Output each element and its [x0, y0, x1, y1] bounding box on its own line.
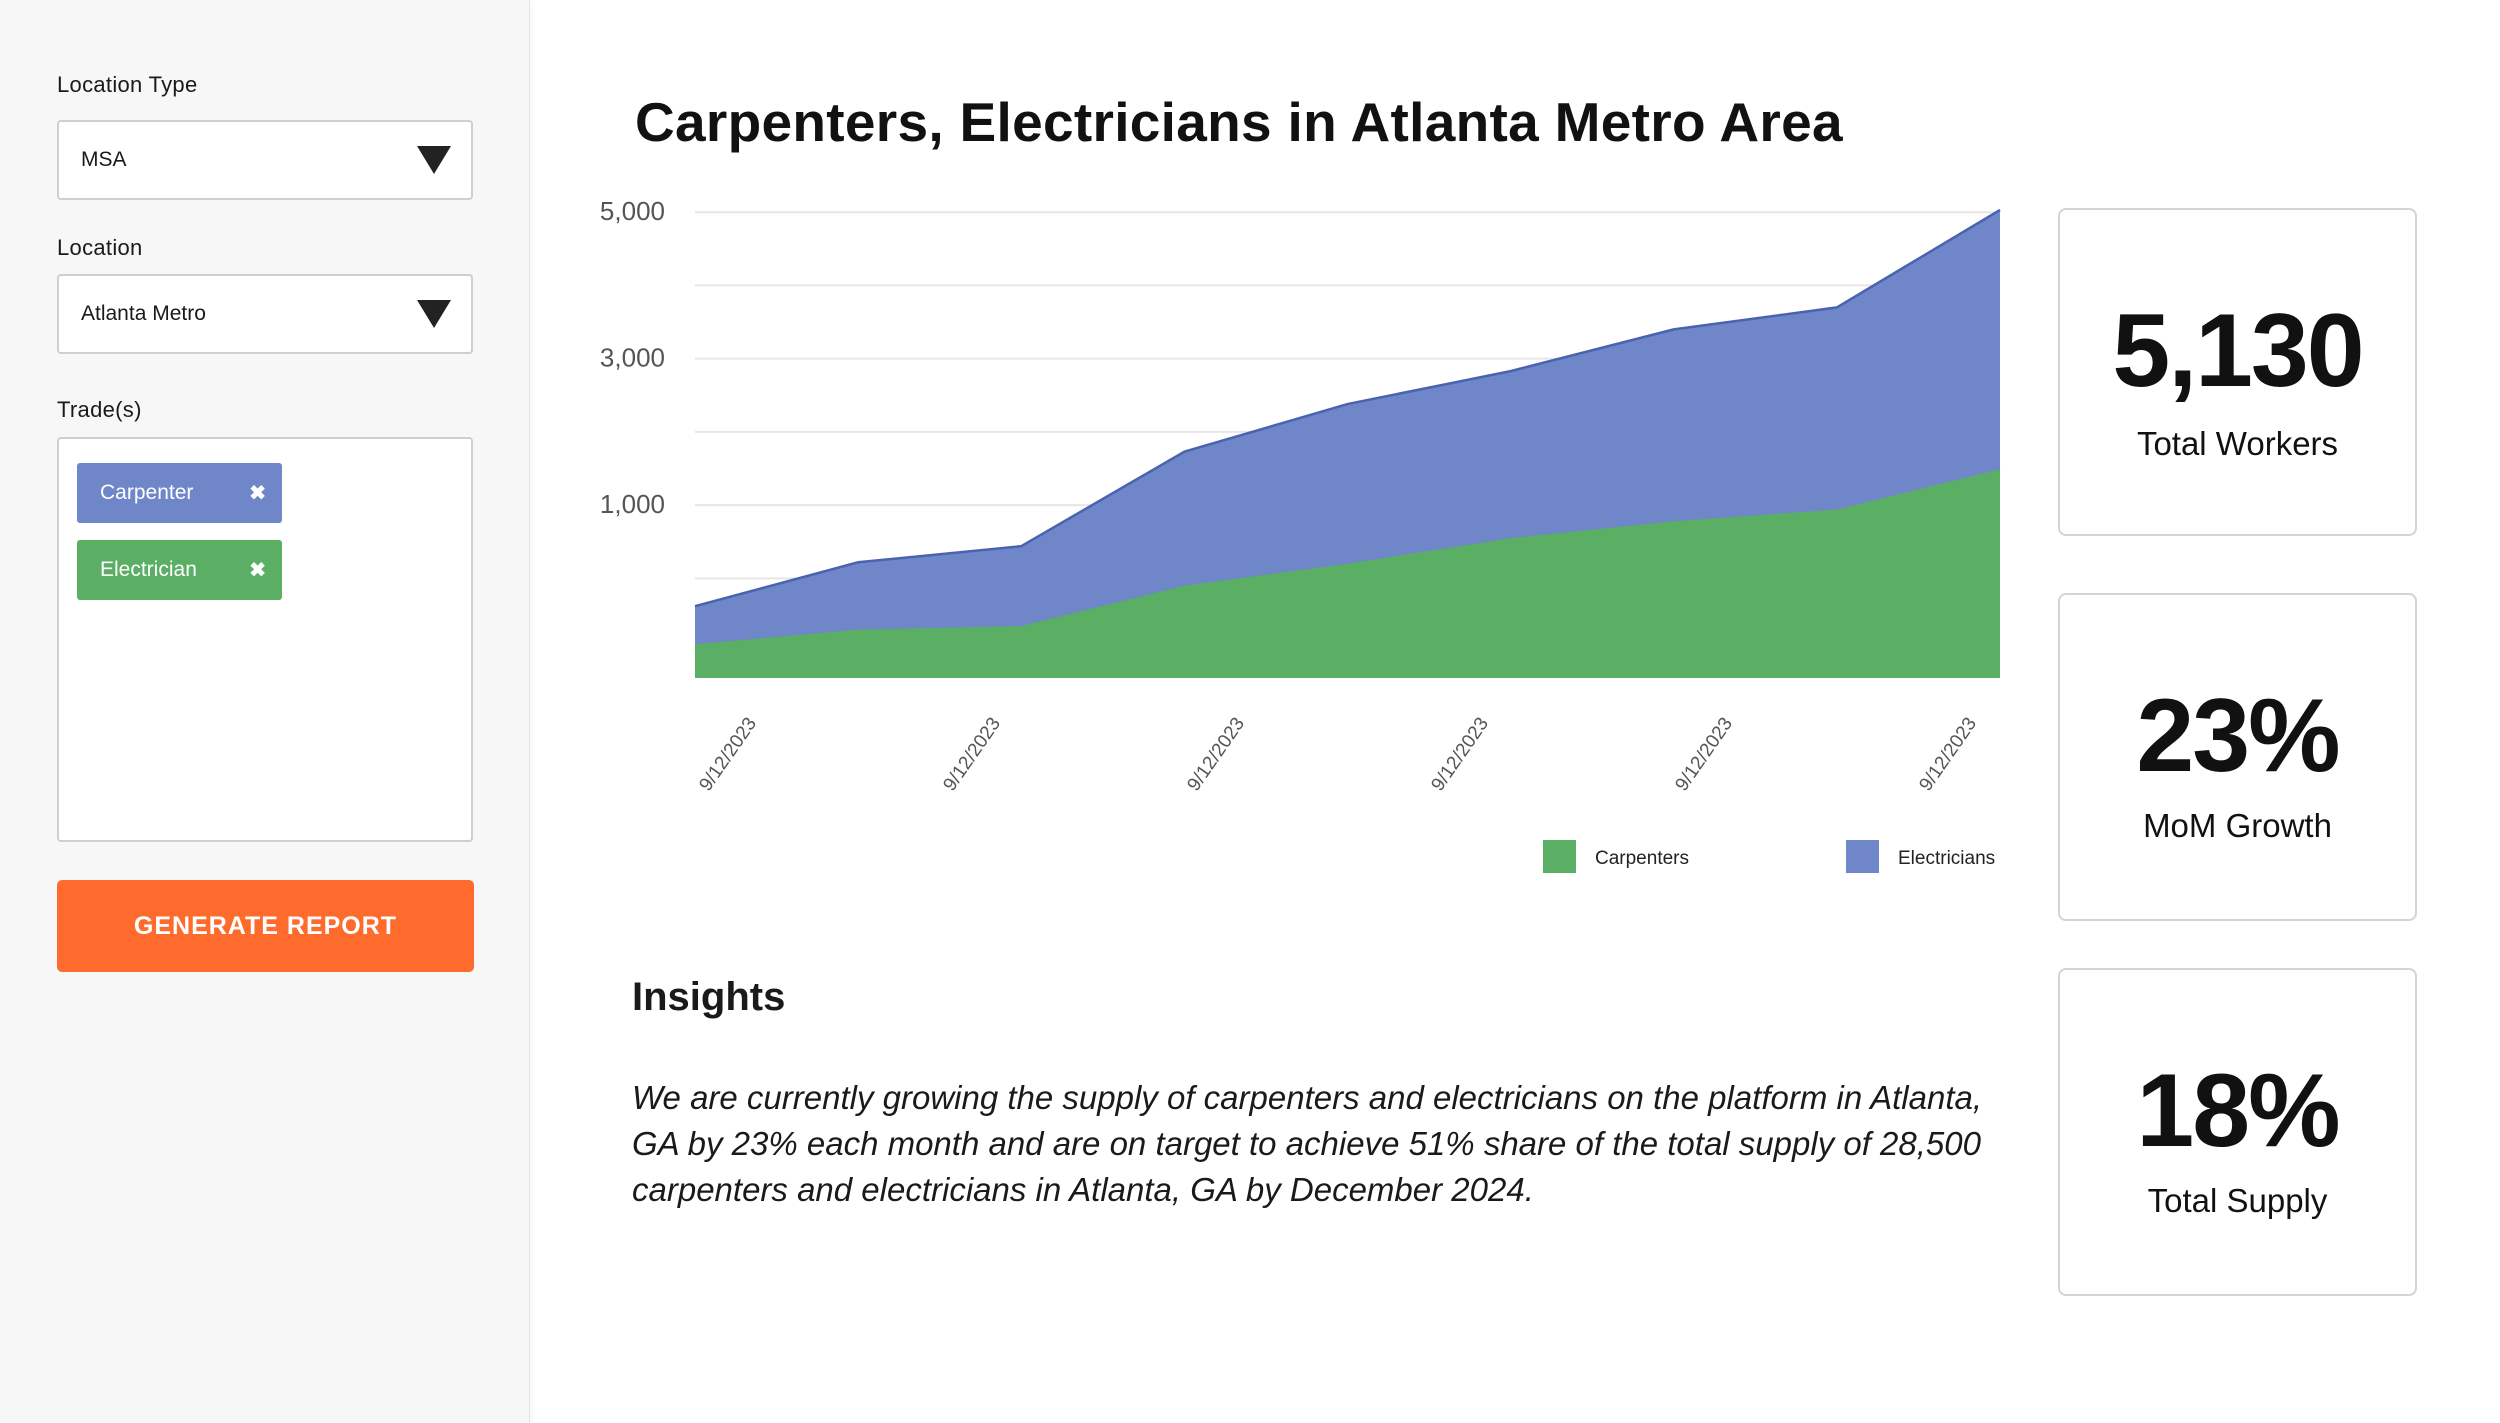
tag-electrician[interactable]: Electrician ✖: [77, 540, 282, 600]
trades-multiselect[interactable]: Carpenter ✖ Electrician ✖: [57, 437, 473, 842]
location-select[interactable]: Atlanta Metro: [57, 274, 473, 354]
x-tick-label: 9/12/2023: [939, 714, 1005, 795]
legend-swatch: [1846, 840, 1879, 873]
x-tick-label: 9/12/2023: [695, 714, 761, 795]
stat-card-total-workers: 5,130 Total Workers: [2058, 208, 2417, 536]
x-tick-label: 9/12/2023: [1671, 714, 1737, 795]
area-chart: 5,000 3,000 1,000 9/12/2023 9/12/2023 9/12/20…: [600, 196, 2001, 873]
stat-card-mom-growth: 23% MoM Growth: [2058, 593, 2417, 921]
tag-carpenter[interactable]: Carpenter ✖: [77, 463, 282, 523]
y-tick-label: 1,000: [600, 489, 665, 519]
location-type-select[interactable]: MSA: [57, 120, 473, 200]
legend-label: Electricians: [1898, 848, 1995, 869]
legend-label: Carpenters: [1595, 848, 1689, 869]
stat-label: Total Workers: [2136, 425, 2339, 462]
caret-down-icon[interactable]: [417, 300, 451, 328]
x-icon[interactable]: ✖: [249, 559, 266, 582]
stat-label: MoM Growth: [2143, 807, 2332, 844]
caret-down-icon[interactable]: [417, 146, 451, 174]
stat-value: 5,130: [2112, 293, 2364, 409]
tag-label: Electrician: [100, 558, 197, 581]
y-tick-label: 3,000: [600, 343, 665, 373]
location-type-value: MSA: [81, 148, 127, 171]
stat-value: 23%: [2136, 678, 2340, 794]
insights-text: We are currently growing the supply of c…: [632, 1079, 1983, 1208]
location-label: Location: [57, 235, 143, 260]
trades-label: Trade(s): [57, 397, 142, 422]
x-tick-label: 9/12/2023: [1427, 714, 1493, 795]
area-electricians: [695, 210, 2000, 645]
stat-label: Total Supply: [2147, 1182, 2328, 1219]
line-electricians: [694, 208, 2001, 608]
sidebar: Location Type MSA Location Atlanta Metro…: [0, 0, 530, 1423]
insights-title: Insights: [632, 975, 786, 1019]
tag-label: Carpenter: [100, 481, 194, 504]
generate-report-button[interactable]: GENERATE REPORT: [57, 880, 474, 972]
location-value: Atlanta Metro: [81, 302, 206, 325]
x-tick-label: 9/12/2023: [1183, 714, 1249, 795]
location-type-label: Location Type: [57, 72, 198, 97]
y-tick-label: 5,000: [600, 196, 665, 226]
chart-title: Carpenters, Electricians in Atlanta Metr…: [635, 91, 1843, 153]
x-icon[interactable]: ✖: [249, 482, 266, 505]
x-tick-label: 9/12/2023: [1915, 714, 1981, 795]
legend-swatch: [1543, 840, 1576, 873]
stat-value: 18%: [2136, 1053, 2340, 1169]
stat-card-total-supply: 18% Total Supply: [2058, 968, 2417, 1296]
